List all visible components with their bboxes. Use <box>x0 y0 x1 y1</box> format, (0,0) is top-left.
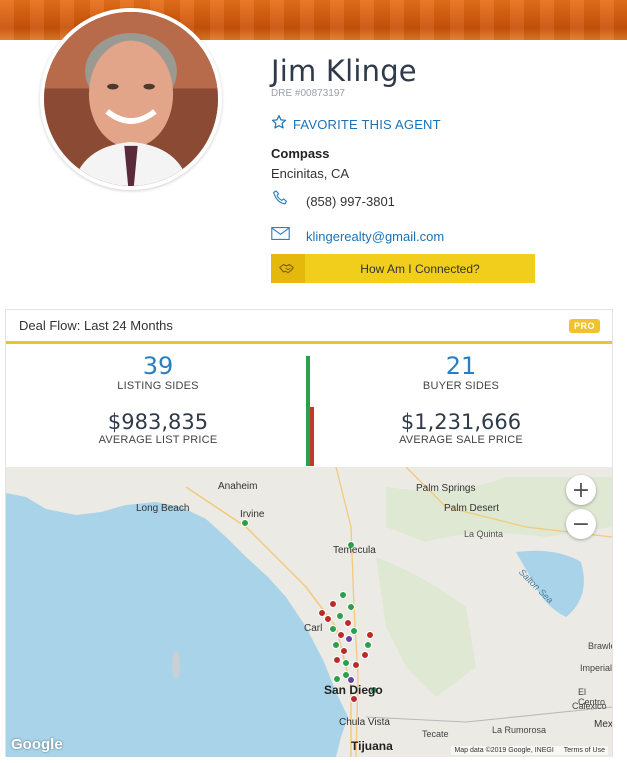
listing-pin <box>339 591 347 599</box>
map-label: La Rumorosa <box>492 725 547 735</box>
sale-pin <box>333 656 341 664</box>
map-label: Anaheim <box>218 481 258 492</box>
listing-sides-stat: 39 LISTING SIDES <box>58 352 258 392</box>
map-label: Brawle <box>588 641 612 651</box>
map-label: Long Beach <box>136 503 190 514</box>
listing-pin <box>370 686 378 694</box>
avg-sale-price-stat: $1,231,666 AVERAGE SALE PRICE <box>361 410 561 446</box>
sale-pin <box>344 619 352 627</box>
map-label: Calexico <box>572 701 607 711</box>
phone-number[interactable]: (858) 997-3801 <box>306 193 395 209</box>
terms-of-use-link[interactable]: Terms of Use <box>563 747 605 754</box>
sale-pin <box>337 631 345 639</box>
sale-pin <box>324 615 332 623</box>
connect-label: How Am I Connected? <box>360 261 480 276</box>
buyer-sides-stat: 21 BUYER SIDES <box>361 352 561 392</box>
favorite-label: FAVORITE THIS AGENT <box>293 117 441 132</box>
avg-list-price-label: AVERAGE LIST PRICE <box>98 434 218 446</box>
listing-pin <box>342 671 350 679</box>
listing-pin <box>342 659 350 667</box>
listing-sides-label: LISTING SIDES <box>117 380 199 392</box>
sale-pin <box>318 609 326 617</box>
listing-pin <box>347 541 355 549</box>
brokerage-name: Compass <box>271 146 330 161</box>
listing-pin <box>332 641 340 649</box>
avg-list-price-value: $983,835 <box>107 410 209 434</box>
pro-badge: PRO <box>568 318 600 333</box>
listing-sides-bar <box>306 356 310 466</box>
other-pin <box>347 676 355 684</box>
sale-pin <box>352 661 360 669</box>
other-pin <box>345 635 353 643</box>
email-link[interactable]: klingerealty@gmail.com <box>306 228 445 244</box>
listing-sides-value: 39 <box>142 352 174 380</box>
deal-pins <box>241 519 378 703</box>
map-label: Chula Vista <box>339 717 390 728</box>
listing-pin <box>347 603 355 611</box>
map-label: Mex <box>594 719 612 730</box>
buyer-sides-value: 21 <box>445 352 477 380</box>
map-label: Temecula <box>333 545 376 556</box>
sale-pin <box>340 647 348 655</box>
listing-pin <box>241 519 249 527</box>
buyer-sides-bar <box>310 406 314 466</box>
map-label: Palm Springs <box>416 483 476 494</box>
how-am-i-connected-button[interactable]: How Am I Connected? <box>271 254 535 283</box>
map-label: La Quinta <box>464 529 504 539</box>
deal-flow-header: Deal Flow: Last 24 Months PRO <box>6 310 612 344</box>
sale-pin <box>329 600 337 608</box>
deal-flow-title: Deal Flow: Last 24 Months <box>19 318 173 333</box>
listing-pin <box>329 625 337 633</box>
sale-pin <box>366 631 374 639</box>
map-canvas[interactable] <box>6 467 612 757</box>
star-outline-icon <box>271 114 287 135</box>
agent-photo <box>44 12 218 186</box>
deal-flow-stats: 39 LISTING SIDES $983,835 AVERAGE LIST P… <box>6 344 612 466</box>
deal-map[interactable]: Anaheim Long Beach Irvine Palm Springs P… <box>6 467 612 757</box>
agent-location: Encinitas, CA <box>271 166 350 181</box>
buyer-sides-label: BUYER SIDES <box>422 380 500 392</box>
email-row: klingerealty@gmail.com <box>271 226 444 246</box>
sale-pin <box>361 651 369 659</box>
map-label: Carl <box>304 623 323 634</box>
deal-flow-card: Deal Flow: Last 24 Months PRO 39 LISTING… <box>5 309 613 757</box>
zoom-in-button[interactable]: + <box>566 475 596 505</box>
handshake-icon <box>271 254 305 283</box>
sale-pin <box>350 695 358 703</box>
map-label: Irvine <box>240 509 265 520</box>
agent-avatar <box>40 8 222 190</box>
listing-pin <box>350 627 358 635</box>
favorite-agent-button[interactable]: FAVORITE THIS AGENT <box>271 114 441 135</box>
agent-name: Jim Klinge <box>271 54 417 88</box>
map-label: Tecate <box>422 729 449 739</box>
phone-row: (858) 997-3801 <box>271 189 395 213</box>
avg-sale-price-label: AVERAGE SALE PRICE <box>399 434 523 446</box>
listing-pin <box>364 641 372 649</box>
zoom-out-button[interactable]: − <box>566 509 596 539</box>
map-data-credit: Map data ©2019 Google, INEGI <box>454 747 554 754</box>
map-label: Palm Desert <box>444 503 500 514</box>
map-label: San Diego <box>324 683 383 697</box>
deal-flow-bars <box>306 356 314 466</box>
phone-icon <box>271 189 290 213</box>
map-label: El Centro <box>578 687 606 707</box>
map-label: Tijuana <box>351 739 393 753</box>
listing-pin <box>333 675 341 683</box>
avg-sale-price-value: $1,231,666 <box>400 410 522 434</box>
map-label: Imperial <box>580 663 612 673</box>
listing-pin <box>336 612 344 620</box>
map-attribution: Map data ©2019 Google, INEGI Terms of Us… <box>451 746 608 755</box>
envelope-icon <box>271 226 290 246</box>
avg-list-price-stat: $983,835 AVERAGE LIST PRICE <box>58 410 258 446</box>
agent-license: DRE #00873197 <box>271 88 345 99</box>
google-logo: Google <box>11 736 63 753</box>
